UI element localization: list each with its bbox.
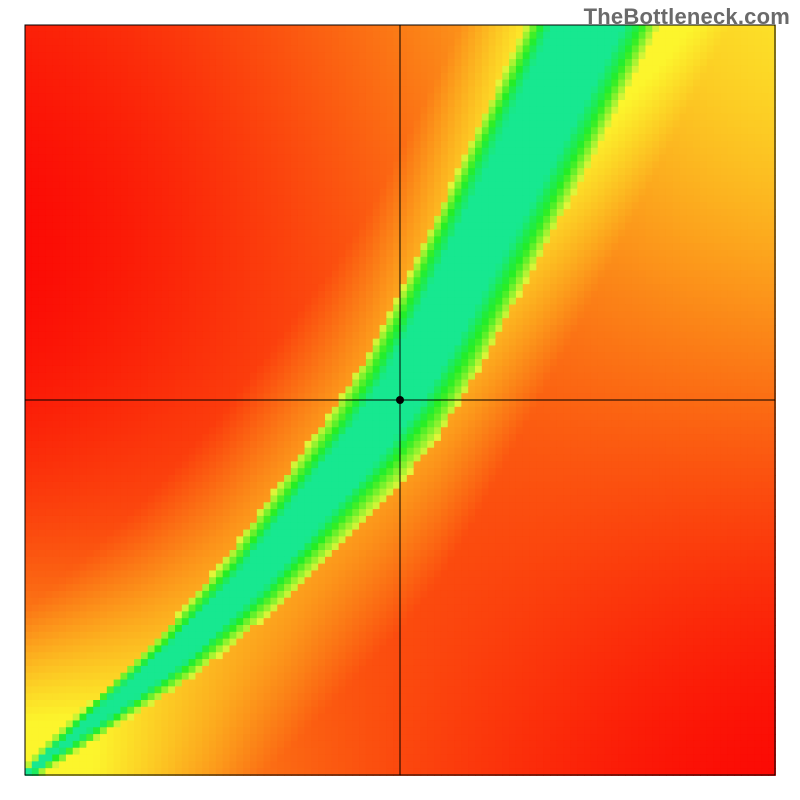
chart-container: { "chart": { "type": "heatmap", "width_p… [0,0,800,800]
bottleneck-heatmap [0,0,800,800]
watermark-text: TheBottleneck.com [584,4,790,30]
